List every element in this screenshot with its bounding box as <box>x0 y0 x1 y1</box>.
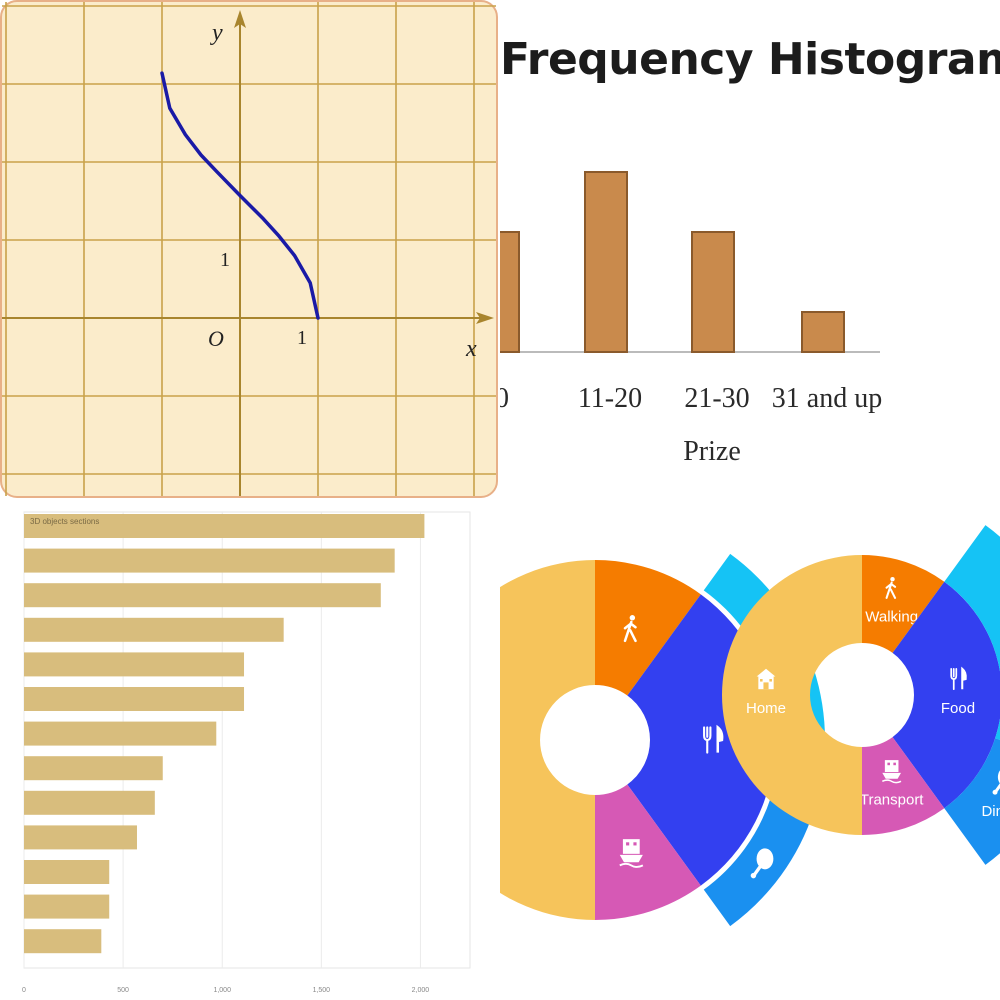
function-graph-panel: y x O 1 1 <box>0 0 500 500</box>
slice-label: Walking <box>865 609 918 626</box>
hbar <box>24 687 245 711</box>
category-label: 11-20 <box>578 383 642 414</box>
category-label: 0 <box>500 383 509 414</box>
inner-slice <box>722 555 862 835</box>
house-icon <box>756 668 776 690</box>
histogram-bar <box>801 311 845 353</box>
x-axis-arrow <box>476 312 494 324</box>
function-graph: y x O 1 1 <box>0 0 498 498</box>
hbar <box>24 790 155 815</box>
ship-icon <box>881 760 902 784</box>
drumstick-icon <box>750 848 774 879</box>
hbar-panel: 0 500 1,000 1,500 2,000 3D objects sections <box>0 500 500 1000</box>
fork-knife-icon <box>950 666 967 691</box>
inner-slice <box>862 737 945 835</box>
hbar <box>24 825 137 850</box>
graph-background <box>0 0 498 498</box>
y-axis-label: y <box>210 20 223 46</box>
inner-slice <box>595 560 701 696</box>
hbar <box>24 583 381 608</box>
walking-icon <box>885 576 897 599</box>
hbar <box>24 652 245 677</box>
outer-slice <box>944 525 1000 740</box>
hbar <box>24 929 102 954</box>
hbar <box>24 894 110 919</box>
outer-slice <box>944 738 1000 865</box>
sunburst-panel: WalkingFoodTransportHomeDessertDinner <box>500 500 1000 1000</box>
inner-slice <box>892 581 1000 809</box>
sunburst-charts: WalkingFoodTransportHomeDessertDinner <box>500 525 1000 927</box>
x-tick-label: 1,500 <box>313 987 331 994</box>
inner-slice <box>862 555 945 653</box>
walking-icon <box>623 615 637 643</box>
legend-label: 3D objects sections <box>30 517 99 526</box>
category-label: 31 and up <box>772 383 882 414</box>
hbar <box>24 514 425 538</box>
x-tick-label: 1,000 <box>213 987 231 994</box>
x-tick-label: 2,000 <box>412 987 430 994</box>
x-tick-label: 500 <box>117 987 129 994</box>
hbar-chart: 0 500 1,000 1,500 2,000 3D objects sections <box>22 511 471 994</box>
x-tick-label: 1 <box>297 327 307 349</box>
slice-label: Food <box>941 700 975 717</box>
hbar <box>24 860 110 884</box>
y-tick-label: 1 <box>220 249 230 271</box>
slice-label: Transport <box>860 791 924 808</box>
ship-icon <box>619 839 644 868</box>
hbar <box>24 617 284 642</box>
hbar <box>24 721 217 746</box>
x-axis-title: Prize <box>683 436 741 467</box>
histogram-bar <box>691 231 735 353</box>
function-curve <box>160 71 320 320</box>
histogram-panel: Frequency Histogram 0 11-20 21-30 31 and up… <box>500 0 1000 500</box>
fork-knife-icon <box>703 724 724 754</box>
sunburst-labeled: WalkingFoodTransportHomeDessertDinner <box>722 525 1000 865</box>
histogram-bar <box>584 171 628 353</box>
hbar <box>24 756 163 781</box>
inner-slice <box>595 784 701 920</box>
category-label: 21-30 <box>684 383 749 414</box>
slice-label: Dinner <box>981 803 1000 820</box>
histogram-chart: 0 11-20 21-30 31 and up Prize <box>500 171 882 467</box>
grid <box>2 2 496 496</box>
x-axis-label: x <box>465 336 477 362</box>
x-tick-label: 0 <box>22 987 26 994</box>
y-axis-arrow <box>234 10 246 28</box>
slice-label: Home <box>746 700 786 717</box>
inner-slice <box>500 560 595 920</box>
hbar <box>24 548 395 573</box>
histogram-bar <box>500 231 520 353</box>
origin-label: O <box>208 326 224 351</box>
histogram-title: Frequency Histogram <box>500 34 1000 85</box>
